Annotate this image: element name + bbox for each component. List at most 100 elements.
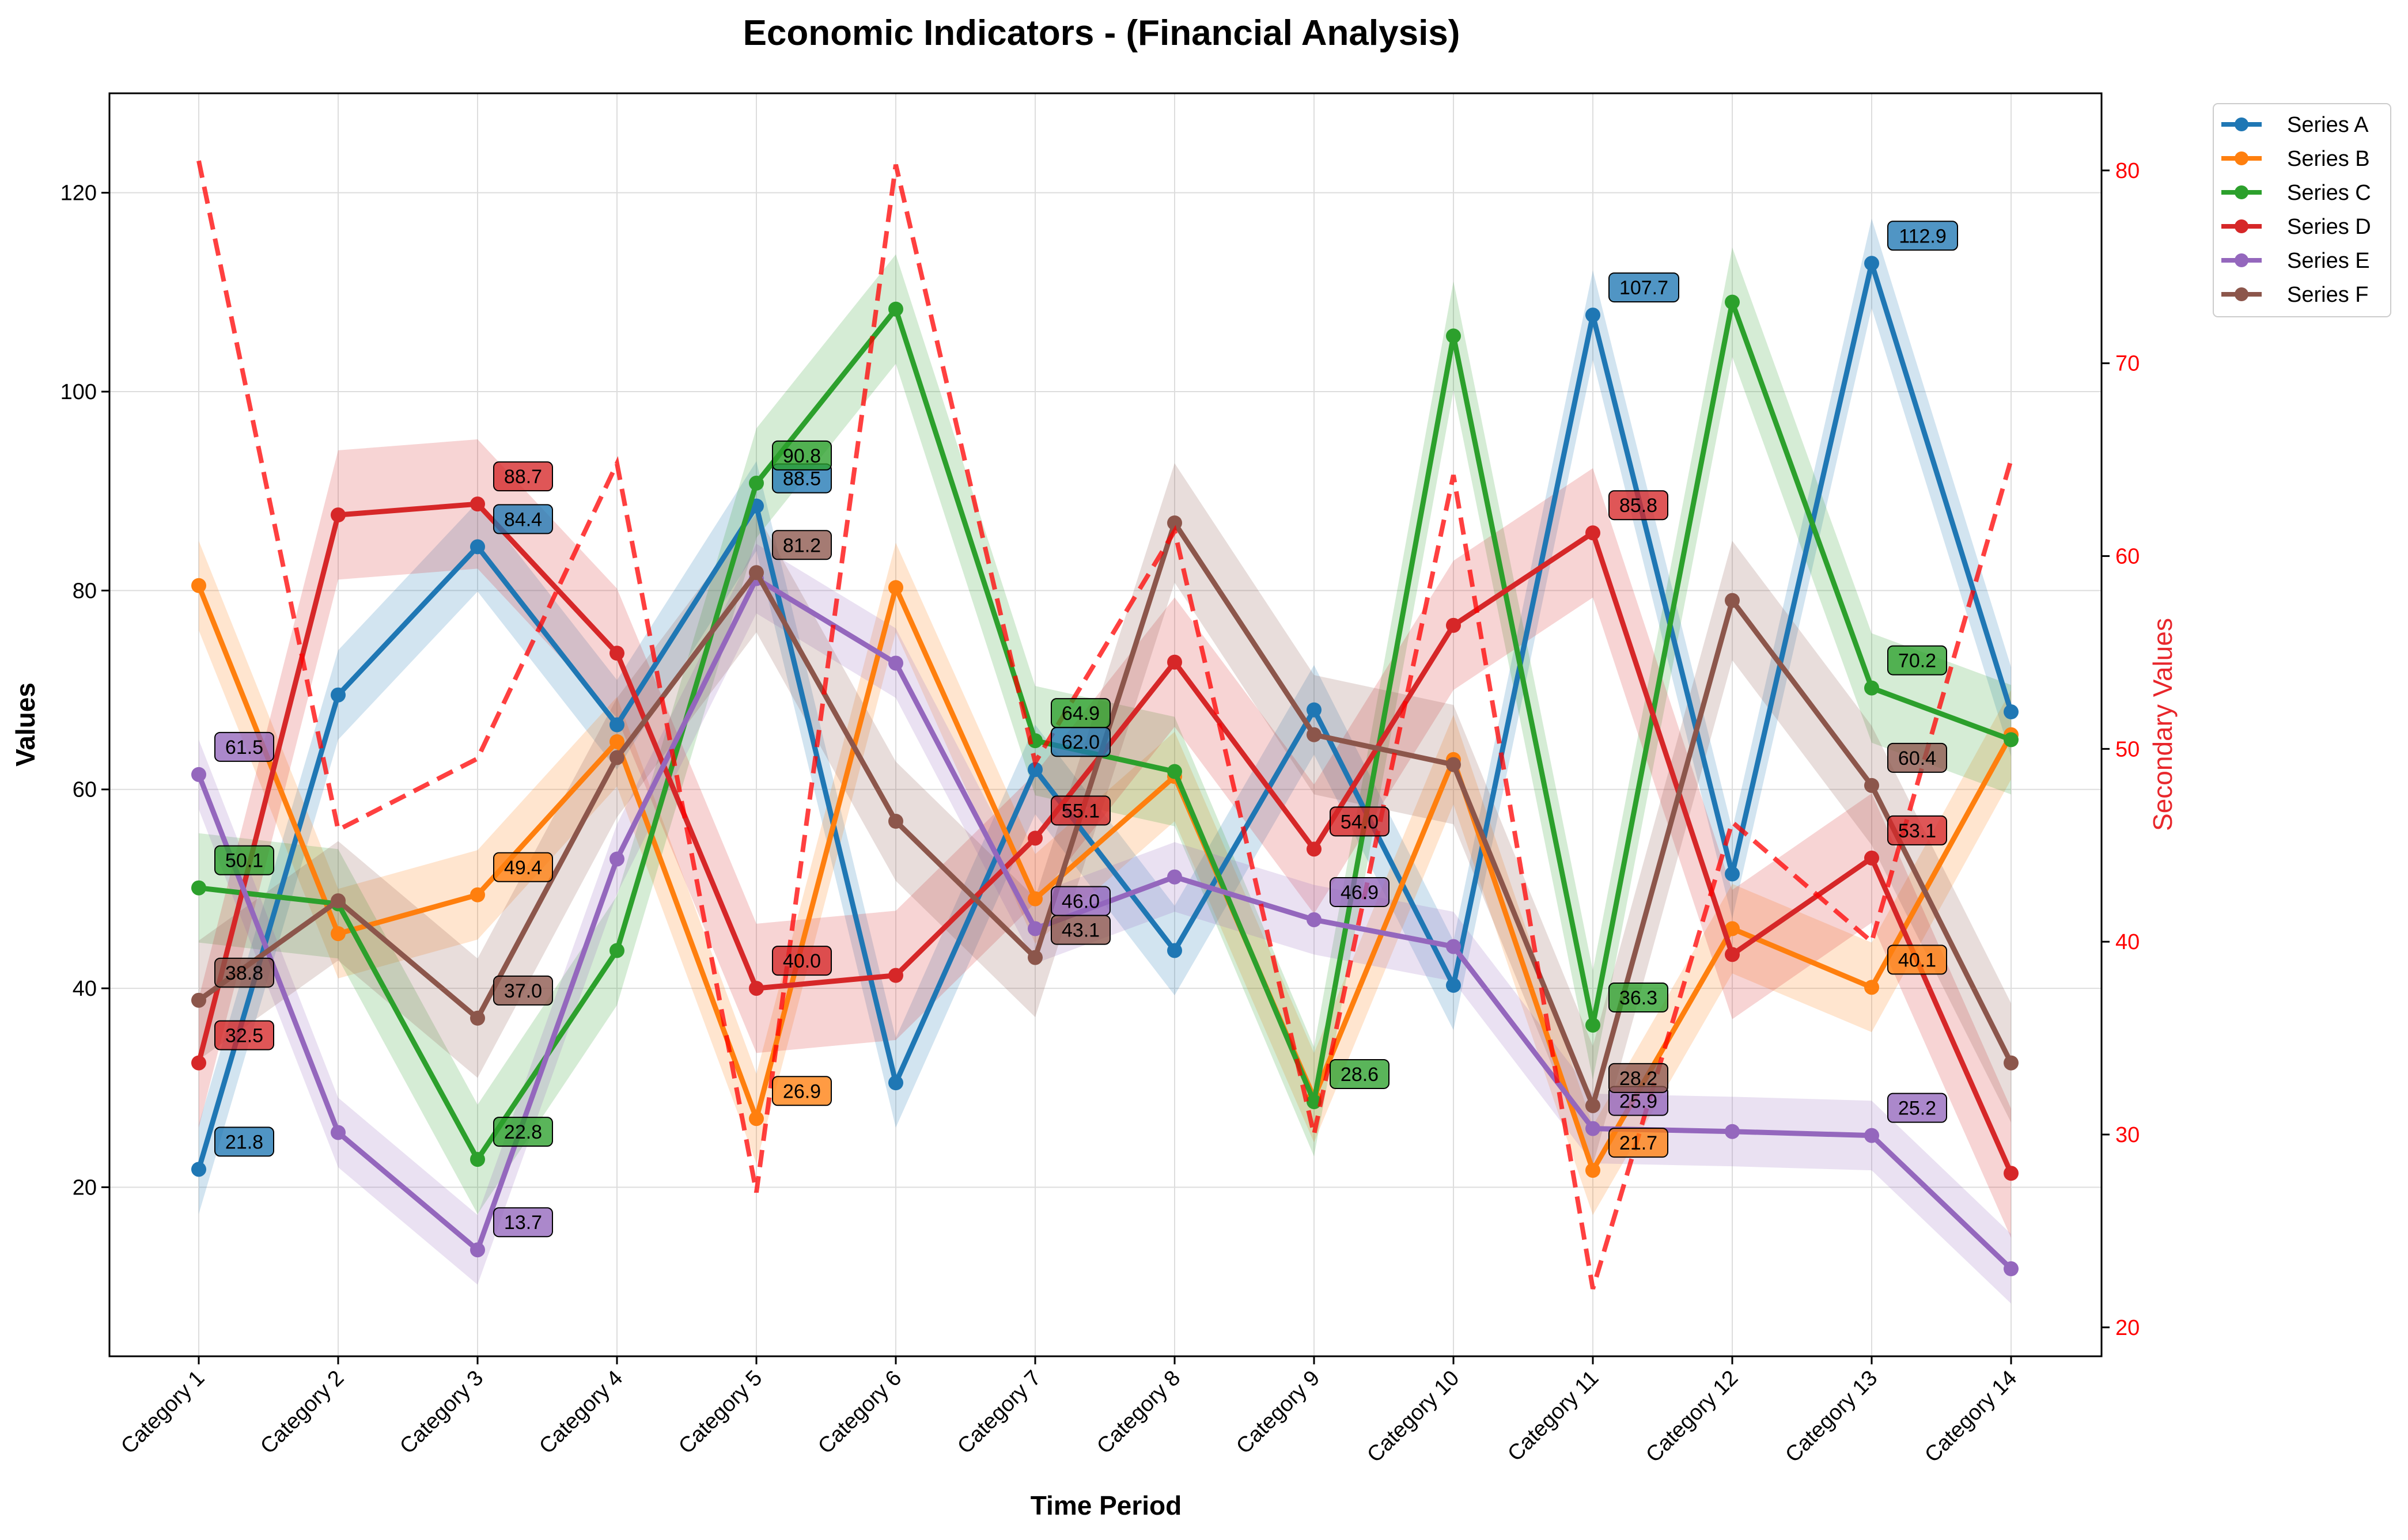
data-label-text: 43.1 xyxy=(1062,920,1100,942)
data-label-text: 107.7 xyxy=(1619,277,1668,299)
y2-tick-label: 40 xyxy=(2115,930,2140,954)
data-label-box xyxy=(214,845,274,875)
data-label-box xyxy=(772,1076,832,1106)
legend-swatch-marker xyxy=(2235,151,2248,165)
data-label-text: 61.5 xyxy=(225,737,263,758)
data-label: 26.9 xyxy=(772,1076,832,1106)
confidence-band-4 xyxy=(199,439,2011,1238)
data-point-3 xyxy=(1167,764,1182,779)
data-label: 70.2 xyxy=(1887,645,1947,676)
data-label: 55.1 xyxy=(1051,795,1111,826)
data-label: 62.0 xyxy=(1051,727,1111,757)
data-label: 46.0 xyxy=(1051,886,1111,916)
data-label-box xyxy=(1608,982,1668,1012)
data-label: 84.4 xyxy=(493,504,553,534)
y2-tick-label: 70 xyxy=(2115,352,2140,376)
data-label-box xyxy=(1330,877,1389,907)
data-point-4 xyxy=(1446,617,1461,633)
data-point-6 xyxy=(470,1010,485,1026)
data-label: 38.8 xyxy=(214,957,274,988)
data-label-text: 28.2 xyxy=(1619,1068,1657,1090)
y-tick-label: 20 xyxy=(73,1175,97,1200)
data-label-text: 64.9 xyxy=(1062,703,1100,725)
data-point-6 xyxy=(609,750,624,765)
data-label-text: 53.1 xyxy=(1898,820,1936,842)
data-label-box xyxy=(1887,221,1958,251)
data-point-4 xyxy=(1585,525,1600,541)
data-point-2 xyxy=(1028,891,1043,906)
data-point-3 xyxy=(888,301,903,317)
data-label: 36.3 xyxy=(1608,982,1668,1012)
data-point-5 xyxy=(1585,1121,1600,1136)
data-point-1 xyxy=(888,1075,903,1091)
data-label: 88.7 xyxy=(493,461,553,492)
data-point-5 xyxy=(1167,869,1182,885)
data-label-box xyxy=(1887,742,1947,773)
data-label-text: 90.8 xyxy=(783,445,821,467)
data-point-2 xyxy=(1864,980,1879,995)
data-label: 54.0 xyxy=(1330,806,1389,837)
data-point-1 xyxy=(191,1162,206,1177)
data-label-box xyxy=(1887,815,1947,845)
data-point-6 xyxy=(2004,1055,2019,1071)
data-point-3 xyxy=(609,943,624,958)
data-point-4 xyxy=(1167,654,1182,670)
data-point-5 xyxy=(191,767,206,782)
data-label-text: 26.9 xyxy=(783,1080,821,1102)
data-point-1 xyxy=(1446,977,1461,993)
data-label: 32.5 xyxy=(214,1020,274,1050)
confidence-band-1 xyxy=(199,218,2011,1215)
data-label-text: 40.1 xyxy=(1898,949,1936,971)
data-point-6 xyxy=(1585,1098,1600,1113)
data-point-3 xyxy=(1725,294,1740,310)
data-label-text: 21.8 xyxy=(225,1131,263,1153)
data-label-box xyxy=(1608,272,1679,303)
data-label-text: 28.6 xyxy=(1341,1064,1379,1086)
data-label-text: 54.0 xyxy=(1341,811,1379,833)
data-point-5 xyxy=(1446,939,1461,954)
data-label: 46.9 xyxy=(1330,877,1389,907)
data-point-5 xyxy=(1307,912,1322,927)
data-label-text: 55.1 xyxy=(1062,800,1100,822)
chart-title: Economic Indicators - (Financial Analysi… xyxy=(743,13,1460,53)
data-label-box xyxy=(1051,915,1111,945)
data-label-box xyxy=(493,852,553,882)
data-label-text: 60.4 xyxy=(1898,748,1936,769)
data-point-5 xyxy=(331,1125,346,1140)
y2-tick-label: 20 xyxy=(2115,1316,2140,1340)
data-label-text: 36.3 xyxy=(1619,987,1657,1009)
data-point-1 xyxy=(1585,308,1600,323)
data-label: 90.8 xyxy=(772,440,832,471)
data-label-box xyxy=(1051,698,1111,729)
data-label-text: 40.0 xyxy=(783,950,821,972)
data-label: 40.0 xyxy=(772,946,832,976)
data-label-text: 85.8 xyxy=(1619,495,1657,517)
y-tick-label: 100 xyxy=(60,380,97,404)
data-point-3 xyxy=(749,475,764,491)
legend-swatch-marker xyxy=(2235,253,2248,267)
data-label-box xyxy=(772,530,832,560)
data-label-text: 46.0 xyxy=(1062,890,1100,912)
data-point-4 xyxy=(331,507,346,523)
data-label-box xyxy=(1330,1059,1389,1089)
y-axis-label: Values xyxy=(10,682,40,767)
data-point-4 xyxy=(1725,947,1740,962)
data-label-box xyxy=(1608,490,1668,521)
data-label-box xyxy=(1887,945,1947,975)
data-label-text: 84.4 xyxy=(504,509,542,530)
data-point-1 xyxy=(470,539,485,555)
legend-swatch-marker xyxy=(2235,117,2248,131)
data-point-5 xyxy=(888,655,903,671)
data-label-box xyxy=(493,1207,553,1238)
data-label: 81.2 xyxy=(772,530,832,560)
data-label: 37.0 xyxy=(493,975,553,1006)
data-point-6 xyxy=(749,565,764,581)
data-label: 50.1 xyxy=(214,845,274,875)
secondary-y-axis-label: Secondary Values xyxy=(2148,618,2178,831)
data-point-2 xyxy=(1725,921,1740,936)
x-axis-label: Time Period xyxy=(1031,1490,1182,1520)
data-label-text: 32.5 xyxy=(225,1025,263,1047)
data-label: 61.5 xyxy=(214,731,274,762)
y2-tick-label: 60 xyxy=(2115,545,2140,569)
